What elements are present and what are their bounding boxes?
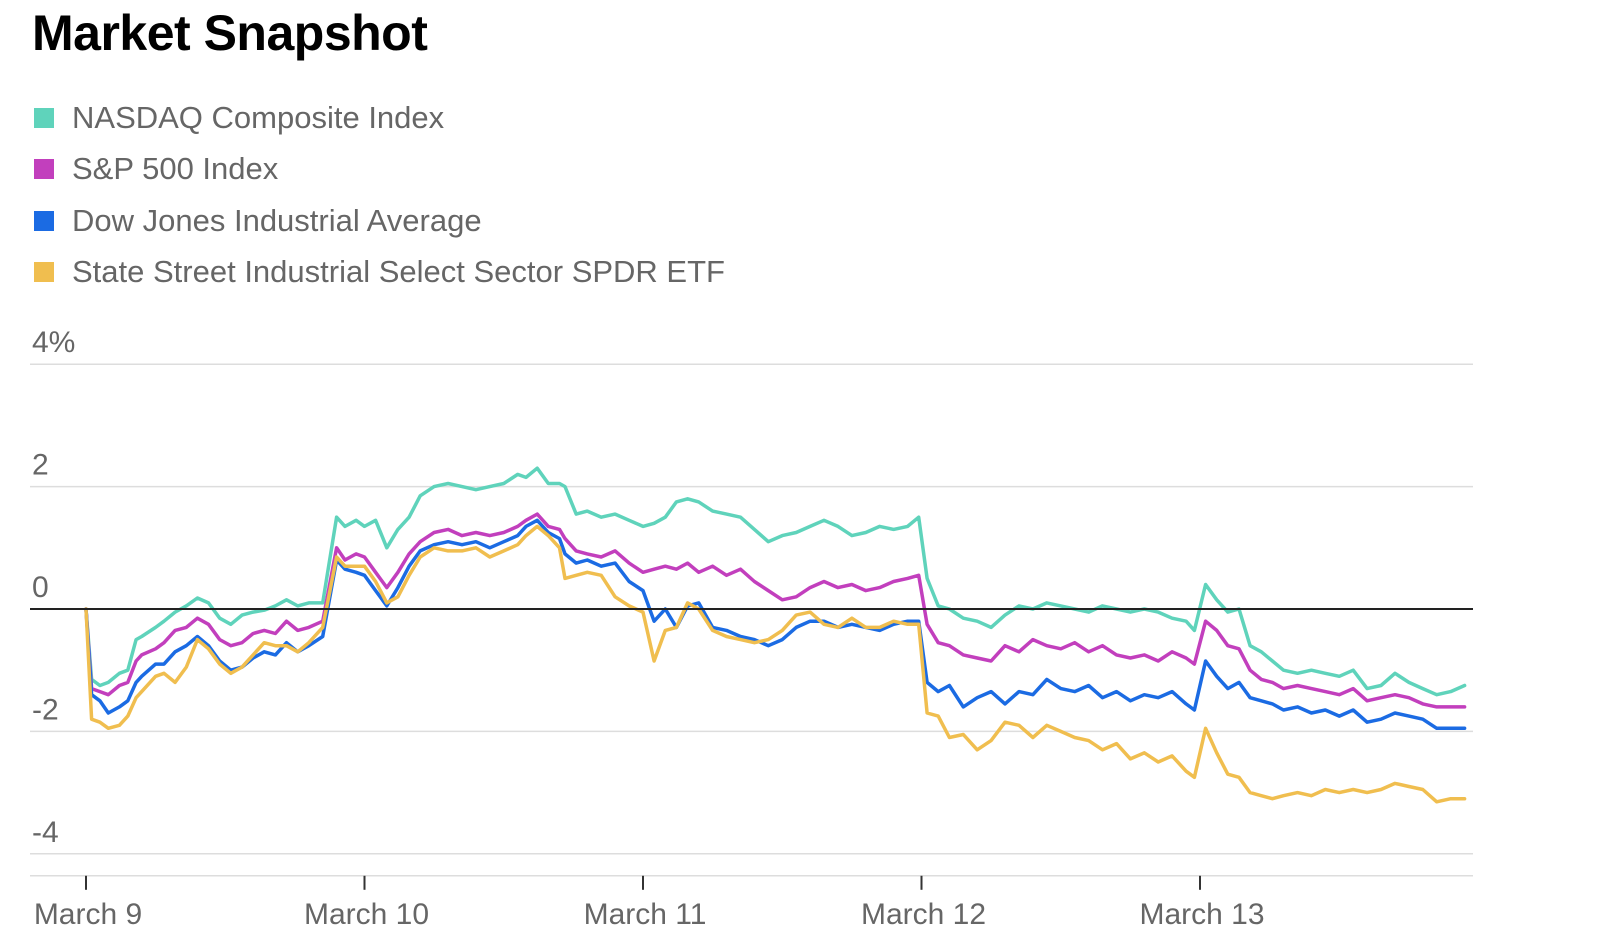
x-tick-label: March 10: [304, 898, 429, 931]
series-lines: [84, 466, 1467, 804]
y-tick-label: 2: [32, 449, 49, 482]
y-tick-label: -2: [32, 693, 59, 726]
legend-label-spdr: State Street Industrial Select Sector SP…: [72, 254, 725, 290]
legend-label-dow: Dow Jones Industrial Average: [72, 202, 482, 238]
x-tick-label: March 13: [1139, 898, 1264, 931]
legend-item-spdr: State Street Industrial Select Sector SP…: [34, 247, 725, 299]
y-tick-label: -4: [32, 816, 59, 849]
y-tick-label: 0: [32, 571, 49, 604]
x-tick-label: March 11: [584, 898, 707, 931]
legend-swatch-nasdaq: [34, 107, 54, 128]
gridlines: [30, 363, 1473, 855]
legend-label-sp500: S&P 500 Index: [72, 151, 279, 187]
y-tick-label: 4%: [32, 326, 75, 359]
axes: 4% 2 0 -2 -4 March 9 March 10 March 11 March 12 M…: [30, 326, 1473, 931]
legend-item-nasdaq: NASDAQ Composite Index: [34, 92, 725, 144]
x-tick-label: March 9: [34, 898, 142, 931]
series-line-dow: [84, 518, 1467, 731]
legend-swatch-dow: [34, 210, 54, 231]
legend-label-nasdaq: NASDAQ Composite Index: [72, 99, 445, 135]
legend-item-sp500: S&P 500 Index: [34, 144, 725, 196]
legend-item-dow: Dow Jones Industrial Average: [34, 195, 725, 247]
series-line-spdr: [84, 524, 1467, 804]
chart-title: Market Snapshot: [32, 5, 428, 61]
chart-legend: NASDAQ Composite Index S&P 500 Index Dow…: [34, 92, 725, 298]
x-tick-label: March 12: [861, 898, 986, 931]
series-line-nasdaq: [84, 466, 1467, 697]
legend-swatch-sp500: [34, 159, 54, 180]
legend-swatch-spdr: [34, 262, 54, 283]
series-line-sp500: [84, 512, 1467, 709]
